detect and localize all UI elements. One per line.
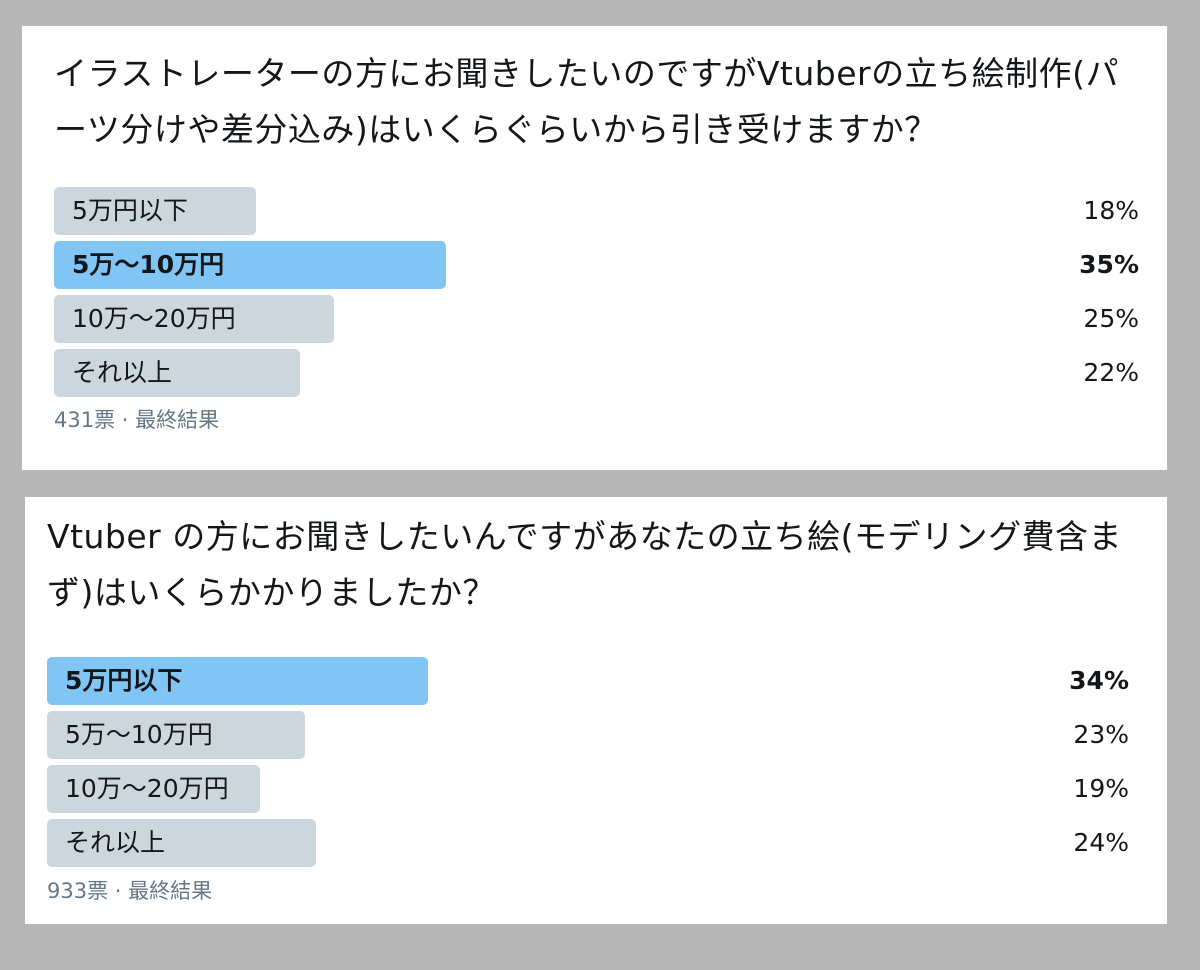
poll-footer: 933票 · 最終結果 [47, 875, 212, 905]
poll-option-bar [54, 349, 300, 397]
poll-option: 10万〜20万円 25% [54, 295, 1139, 343]
poll-option: それ以上 24% [47, 819, 1129, 867]
poll-option-percent: 24% [1073, 828, 1129, 857]
poll-option-label: 10万〜20万円 [72, 304, 236, 333]
poll-option-bar [47, 765, 260, 813]
poll-option-bar [47, 819, 316, 867]
poll-option-percent: 19% [1073, 774, 1129, 803]
vote-count: 431票 [54, 408, 116, 432]
poll-option-bar [47, 657, 428, 705]
poll-status: 最終結果 [128, 879, 213, 903]
footer-separator: · [115, 408, 136, 432]
poll-option-label: 5万円以下 [65, 666, 183, 695]
poll-option-percent: 23% [1073, 720, 1129, 749]
poll-option: 5万円以下 18% [54, 187, 1139, 235]
vote-count: 933票 [47, 879, 109, 903]
poll-option: 5万〜10万円 23% [47, 711, 1129, 759]
poll-question: Vtuber の方にお聞きしたいんですがあなたの立ち絵(モデリング費含まず)はい… [47, 517, 1122, 612]
poll-option-bar [54, 241, 446, 289]
poll-card-2: Vtuber の方にお聞きしたいんですがあなたの立ち絵(モデリング費含まず)はい… [25, 497, 1167, 924]
poll-footer: 431票 · 最終結果 [54, 404, 219, 434]
poll-option-percent: 25% [1083, 304, 1139, 333]
poll-status: 最終結果 [135, 408, 220, 432]
poll-option-label: 10万〜20万円 [65, 774, 229, 803]
poll-option-percent: 22% [1083, 358, 1139, 387]
poll-question: イラストレーターの方にお聞きしたいのですがVtuberの立ち絵制作(パーツ分けや… [54, 54, 1119, 149]
poll-option-percent: 35% [1079, 250, 1139, 279]
poll-option: 5万円以下 34% [47, 657, 1129, 705]
poll-option: 5万〜10万円 35% [54, 241, 1139, 289]
poll-option-bar [47, 711, 305, 759]
poll-option: それ以上 22% [54, 349, 1139, 397]
poll-option-label: 5万円以下 [72, 196, 188, 225]
poll-option-bar [54, 295, 334, 343]
poll-option-label: 5万〜10万円 [65, 720, 213, 749]
poll-card-1: イラストレーターの方にお聞きしたいのですがVtuberの立ち絵制作(パーツ分けや… [22, 26, 1167, 470]
poll-option-label: それ以上 [72, 358, 173, 387]
poll-option-percent: 18% [1083, 196, 1139, 225]
poll-option-bar [54, 187, 256, 235]
footer-separator: · [108, 879, 129, 903]
poll-option-label: 5万〜10万円 [72, 250, 225, 279]
poll-option-label: それ以上 [65, 828, 166, 857]
poll-option: 10万〜20万円 19% [47, 765, 1129, 813]
poll-option-percent: 34% [1069, 666, 1129, 695]
